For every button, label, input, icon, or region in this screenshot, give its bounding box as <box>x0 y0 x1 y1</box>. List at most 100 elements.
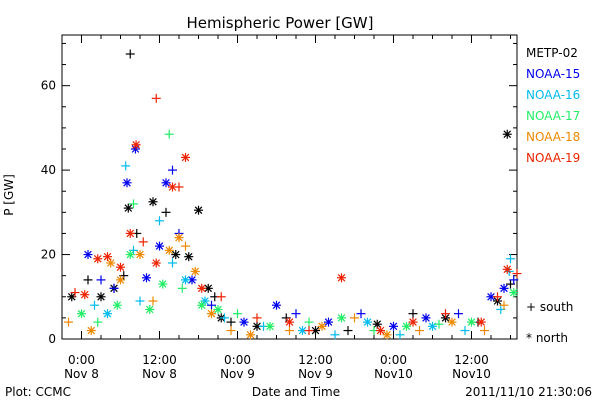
north-marker <box>389 321 398 331</box>
south-marker <box>164 129 174 139</box>
x-tick-date-label: Nov 8 <box>64 367 99 381</box>
marker-stroke <box>106 259 115 267</box>
legend: METP-02 NOAA-15 NOAA-16 NOAA-17 NOAA-18 NOAA-… <box>526 46 580 165</box>
north-marker <box>197 283 207 293</box>
south-marker <box>83 275 93 285</box>
south-marker <box>207 300 216 310</box>
north-marker <box>174 233 184 243</box>
north-marker <box>125 228 135 238</box>
x-axis-label: Date and Time <box>252 385 340 399</box>
marker-stroke <box>246 330 255 339</box>
x-tick-label: 0:00 <box>68 353 95 367</box>
north-marker <box>317 321 327 331</box>
north-marker <box>421 313 431 323</box>
south-marker <box>285 326 294 336</box>
north-marker <box>467 317 476 327</box>
marker-stroke <box>155 242 164 250</box>
south-marker <box>226 317 236 327</box>
south-marker <box>493 292 502 302</box>
marker-stroke <box>467 318 476 326</box>
south-marker <box>408 309 418 319</box>
north-marker <box>447 317 457 327</box>
north-marker <box>207 309 216 319</box>
south-marker <box>460 326 470 336</box>
marker-stroke <box>113 301 122 310</box>
marker-stroke <box>266 322 274 331</box>
marker-stroke <box>165 246 174 255</box>
marker-stroke <box>103 252 112 261</box>
south-marker <box>350 313 359 323</box>
marker-stroke <box>191 267 200 276</box>
marker-stroke <box>175 233 183 242</box>
north-marker <box>502 264 512 274</box>
marker-stroke <box>181 276 190 284</box>
marker-stroke <box>93 254 102 263</box>
marker-stroke <box>124 204 133 212</box>
north-marker <box>502 129 512 139</box>
north-marker <box>285 317 294 327</box>
south-marker <box>109 283 119 293</box>
south-marker <box>395 330 405 340</box>
south-marker <box>220 313 229 323</box>
north-marker <box>155 241 164 251</box>
north-marker <box>145 304 155 314</box>
north-marker <box>125 250 135 260</box>
north-marker <box>363 317 372 327</box>
marker-stroke <box>142 273 151 282</box>
marker-stroke <box>487 292 495 301</box>
x-tick-label: 0:00 <box>380 353 407 367</box>
marker-stroke <box>116 276 125 284</box>
north-marker <box>337 273 346 283</box>
chart-title: Hemispheric Power [GW] <box>187 14 374 32</box>
marker-stroke <box>500 284 508 293</box>
south-marker <box>148 296 158 306</box>
south-marker <box>125 49 135 59</box>
x-tick-date-label: Nov 9 <box>220 367 255 381</box>
marker-stroke <box>207 309 216 318</box>
marker-stroke <box>373 320 382 329</box>
marker-stroke <box>116 263 125 272</box>
y-tick-label: 0 <box>48 332 56 346</box>
marker-stroke <box>298 326 307 335</box>
marker-stroke <box>409 318 417 326</box>
x-tick-label: 12:00 <box>454 353 489 367</box>
north-marker <box>77 309 86 319</box>
south-marker <box>226 326 236 336</box>
series-noaa-18 <box>64 233 509 340</box>
north-marker <box>213 304 223 314</box>
marker-stroke <box>422 314 430 322</box>
north-marker <box>112 300 122 310</box>
x-tick-label: 12:00 <box>142 353 177 367</box>
legend-entry-metp-02: METP-02 <box>526 46 578 60</box>
south-marker <box>304 317 314 327</box>
marker-stroke <box>477 318 486 326</box>
north-marker <box>103 309 112 319</box>
north-marker <box>509 288 519 298</box>
north-marker <box>151 258 161 268</box>
north-marker <box>265 321 275 331</box>
x-tick-label: 0:00 <box>224 353 251 367</box>
marker-stroke <box>184 252 193 261</box>
marker-stroke <box>337 273 346 282</box>
marker-stroke <box>158 280 167 288</box>
south-marker <box>343 326 353 336</box>
marker-stroke <box>136 250 144 259</box>
marker-stroke <box>77 309 86 318</box>
north-marker <box>382 330 392 340</box>
south-marker <box>138 237 148 247</box>
south-marker <box>356 309 366 319</box>
south-marker <box>512 269 522 279</box>
south-marker <box>434 319 444 329</box>
marker-stroke <box>80 290 89 299</box>
south-marker <box>252 313 262 323</box>
marker-stroke <box>168 183 177 191</box>
north-marker <box>181 152 190 162</box>
south-marker <box>304 326 314 336</box>
north-marker <box>408 317 418 327</box>
marker-stroke <box>188 276 196 284</box>
south-marker <box>216 292 226 302</box>
x-tick-date-label: Nov 9 <box>298 367 333 381</box>
north-marker <box>184 252 194 262</box>
data-points <box>64 49 522 340</box>
